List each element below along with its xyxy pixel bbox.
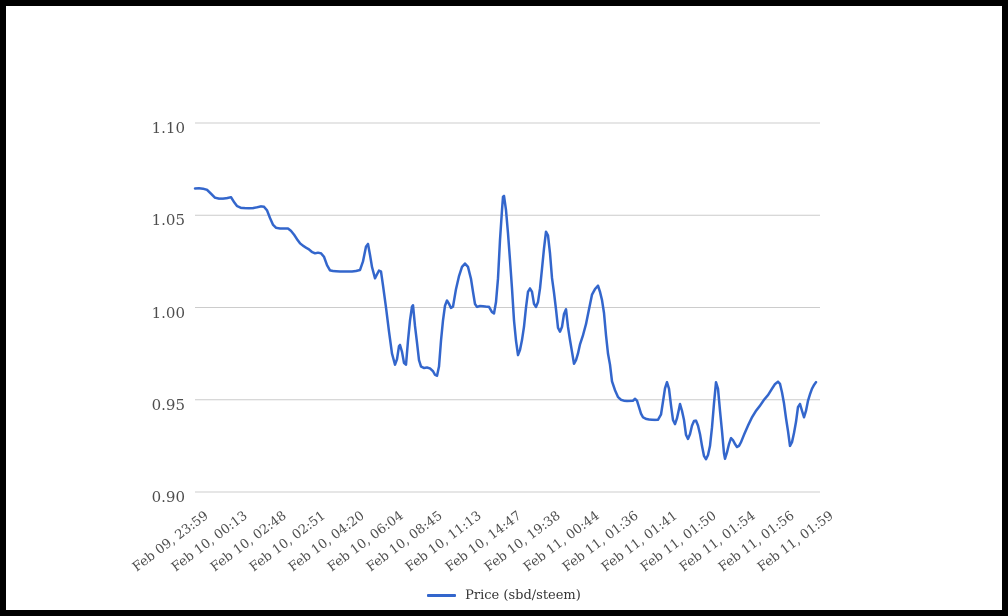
y-tick-label: 1.00	[151, 303, 185, 322]
legend-line-swatch	[427, 594, 457, 597]
legend-label: Price (sbd/steem)	[465, 588, 581, 603]
y-tick-label: 1.05	[151, 211, 185, 230]
price-line-chart	[193, 122, 820, 493]
price-series-line	[193, 187, 818, 461]
y-tick-label: 0.90	[151, 488, 185, 506]
y-tick-label: 1.10	[151, 119, 185, 137]
legend[interactable]: Price (sbd/steem)	[6, 589, 1002, 602]
y-tick-label: 0.95	[151, 395, 185, 414]
